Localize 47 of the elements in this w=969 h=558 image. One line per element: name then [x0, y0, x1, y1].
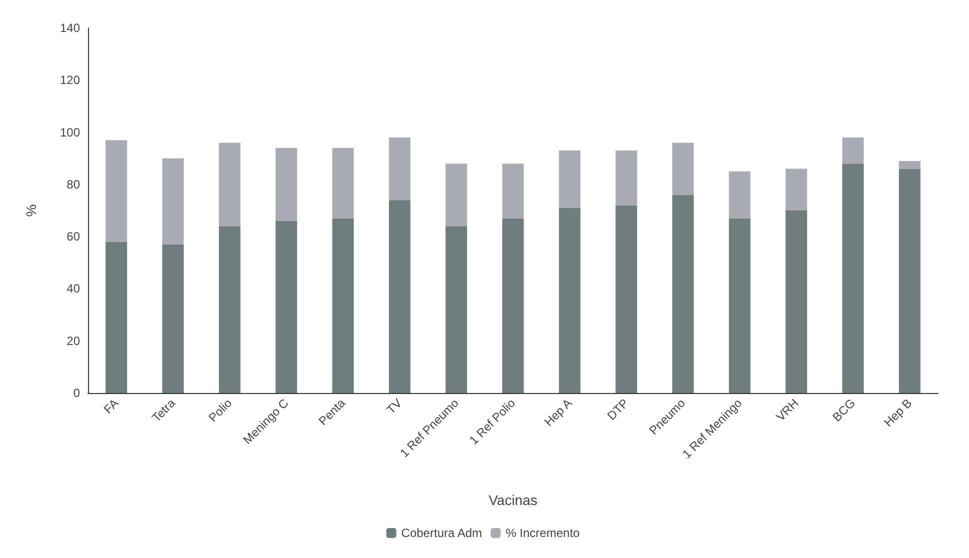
bar: [218, 142, 240, 226]
bar: [502, 164, 524, 218]
x-axis-title: Vacinas: [488, 492, 538, 508]
bar: [672, 194, 694, 393]
bar: [332, 218, 354, 393]
bar: [616, 205, 638, 393]
x-tick-label: Tetra: [149, 396, 178, 425]
y-tick-label: 80: [66, 177, 80, 192]
bar: [558, 150, 580, 208]
bar: [786, 168, 808, 210]
bar: [502, 218, 524, 393]
bar: [276, 148, 298, 221]
bar: [388, 200, 410, 393]
y-tick-label: 20: [66, 334, 80, 348]
bar: [332, 148, 354, 218]
bar: [786, 210, 808, 393]
x-tick-label: FA: [101, 396, 122, 416]
bar: [106, 242, 128, 393]
bar: [898, 168, 920, 393]
bar: [106, 140, 128, 242]
bar: [276, 220, 298, 393]
y-axis-title: %: [23, 204, 39, 217]
bar: [898, 160, 920, 169]
y-tick-label: 100: [60, 125, 80, 140]
bar: [162, 244, 184, 393]
bar: [388, 138, 410, 200]
bar: [672, 142, 694, 195]
x-tick-label: Hep A: [542, 396, 575, 430]
y-tick-label: 0: [73, 386, 80, 400]
y-tick-label: 60: [66, 230, 80, 244]
legend-label: Cobertura Adm: [401, 526, 482, 540]
bar: [558, 208, 580, 393]
bar: [728, 171, 750, 218]
bar: [162, 158, 184, 244]
bar: [616, 150, 638, 206]
x-tick-label: TV: [384, 396, 405, 417]
bar: [446, 226, 468, 393]
y-tick-label: 140: [60, 21, 80, 35]
bar: [218, 226, 240, 393]
bar: [728, 218, 750, 393]
bar: [842, 138, 864, 164]
bar: [842, 164, 864, 393]
y-tick-label: 120: [60, 73, 80, 88]
y-tick-label: 40: [66, 282, 80, 296]
bar: [446, 164, 468, 226]
x-tick-label: Hep B: [881, 396, 915, 430]
legend-label: % Incremento: [506, 526, 580, 540]
